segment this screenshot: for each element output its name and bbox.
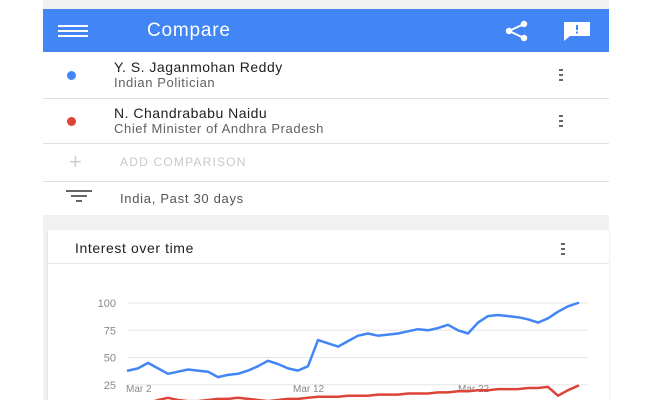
x-tick-label: Mar 2 <box>126 384 152 395</box>
comparison-card: Y. S. Jaganmohan Reddy Indian Politician… <box>43 52 609 215</box>
add-comparison-button[interactable]: + ADD COMPARISON <box>43 143 609 181</box>
y-tick-label: 100 <box>98 298 116 310</box>
y-tick-label: 25 <box>104 380 116 392</box>
add-comparison-label: ADD COMPARISON <box>120 155 247 169</box>
filter-icon <box>66 189 92 207</box>
interest-over-time-card: Interest over time 25 50 75 100 Mar 2 Mar 12 M… <box>48 230 609 400</box>
y-tick-label: 50 <box>104 353 116 365</box>
share-icon[interactable] <box>497 9 537 52</box>
term-name: N. Chandrababu Naidu <box>114 105 268 121</box>
page-title: Compare <box>147 19 231 41</box>
term-row-2[interactable]: N. Chandrababu Naidu Chief Minister of A… <box>43 98 609 144</box>
divider <box>43 98 609 99</box>
more-vert-icon[interactable] <box>555 237 571 261</box>
filter-label: India, Past 30 days <box>120 190 244 206</box>
x-tick-label: Mar 12 <box>293 384 325 395</box>
divider <box>43 143 609 144</box>
term-subtitle: Indian Politician <box>114 75 216 90</box>
app-bar: Compare <box>43 9 609 52</box>
more-vert-icon[interactable] <box>553 63 569 87</box>
filter-row[interactable]: India, Past 30 days <box>43 181 609 215</box>
term-text: N. Chandrababu Naidu Chief Minister of A… <box>114 105 324 137</box>
term-row-1[interactable]: Y. S. Jaganmohan Reddy Indian Politician <box>43 52 609 98</box>
chart-title: Interest over time <box>75 240 194 256</box>
divider <box>48 263 609 264</box>
feedback-icon[interactable] <box>557 9 597 52</box>
series-line-2 <box>127 384 580 400</box>
divider <box>43 181 609 182</box>
series-color-dot <box>67 116 76 126</box>
term-name: Y. S. Jaganmohan Reddy <box>114 59 283 75</box>
hamburger-menu-icon[interactable] <box>43 9 103 52</box>
compare-screen: Compare Y. S. Jaganmohan Reddy Indian <box>43 0 609 400</box>
y-tick-label: 75 <box>104 325 116 337</box>
series-color-dot <box>67 70 76 80</box>
more-vert-icon[interactable] <box>553 109 569 133</box>
term-text: Y. S. Jaganmohan Reddy Indian Politician <box>114 59 283 91</box>
plus-icon: + <box>69 149 82 174</box>
term-subtitle: Chief Minister of Andhra Pradesh <box>114 121 324 136</box>
series-line-1 <box>126 301 580 379</box>
